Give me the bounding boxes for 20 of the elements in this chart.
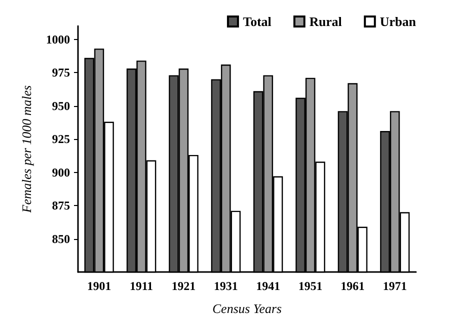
x-axis-title: Census Years <box>212 301 282 316</box>
x-tick-label: 1971 <box>382 279 407 293</box>
y-tick-label: 1000 <box>46 32 70 46</box>
x-tick-label: 1961 <box>340 279 365 293</box>
x-tick-label: 1951 <box>298 279 322 293</box>
y-axis-title: Females per 1000 males <box>19 85 34 214</box>
x-tick-label: 1931 <box>214 279 238 293</box>
legend-label: Urban <box>380 14 417 29</box>
legend-label: Rural <box>309 14 342 29</box>
y-tick-label: 975 <box>52 66 70 80</box>
y-tick-label: 850 <box>52 232 70 246</box>
y-tick-label: 950 <box>52 98 70 113</box>
y-tick-label: 925 <box>52 132 70 146</box>
legend-label: Total <box>242 14 272 29</box>
x-tick-label: 1901 <box>87 279 112 293</box>
x-tick-label: 1911 <box>130 279 154 293</box>
x-tick-label: 1941 <box>256 279 280 293</box>
x-tick-label: 1921 <box>172 279 196 293</box>
y-tick-label: 875 <box>52 198 70 213</box>
y-tick-label: 900 <box>52 165 70 180</box>
